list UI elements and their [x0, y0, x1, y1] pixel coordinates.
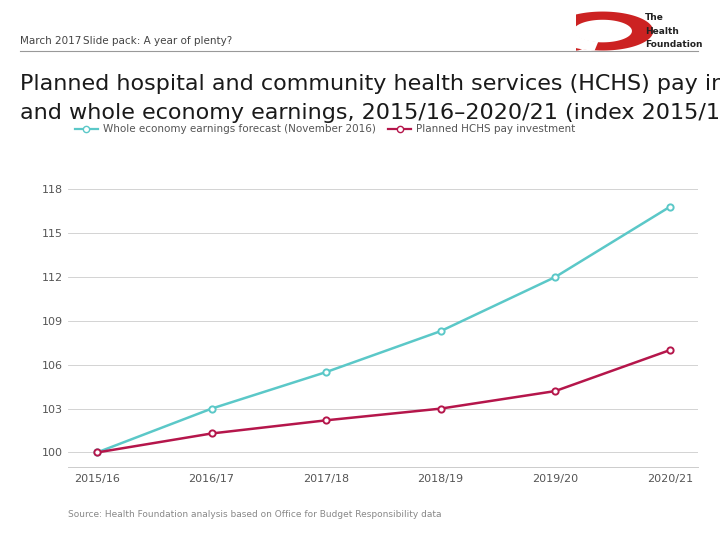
Text: Foundation: Foundation	[645, 40, 703, 49]
Circle shape	[554, 39, 586, 51]
Text: Planned hospital and community health services (HCHS) pay investment: Planned hospital and community health se…	[20, 73, 720, 94]
Polygon shape	[554, 35, 598, 51]
Text: Health: Health	[645, 26, 679, 36]
Polygon shape	[552, 11, 653, 51]
Legend: Whole economy earnings forecast (November 2016), Planned HCHS pay investment: Whole economy earnings forecast (Novembe…	[71, 120, 580, 138]
Text: Slide pack: A year of plenty?: Slide pack: A year of plenty?	[83, 36, 232, 45]
Text: March 2017: March 2017	[20, 36, 81, 45]
Text: The: The	[645, 13, 664, 22]
Text: Source: Health Foundation analysis based on Office for Budget Responsibility dat: Source: Health Foundation analysis based…	[68, 510, 442, 518]
Text: and whole economy earnings, 2015/16–2020/21 (index 2015/16=100): and whole economy earnings, 2015/16–2020…	[20, 103, 720, 124]
